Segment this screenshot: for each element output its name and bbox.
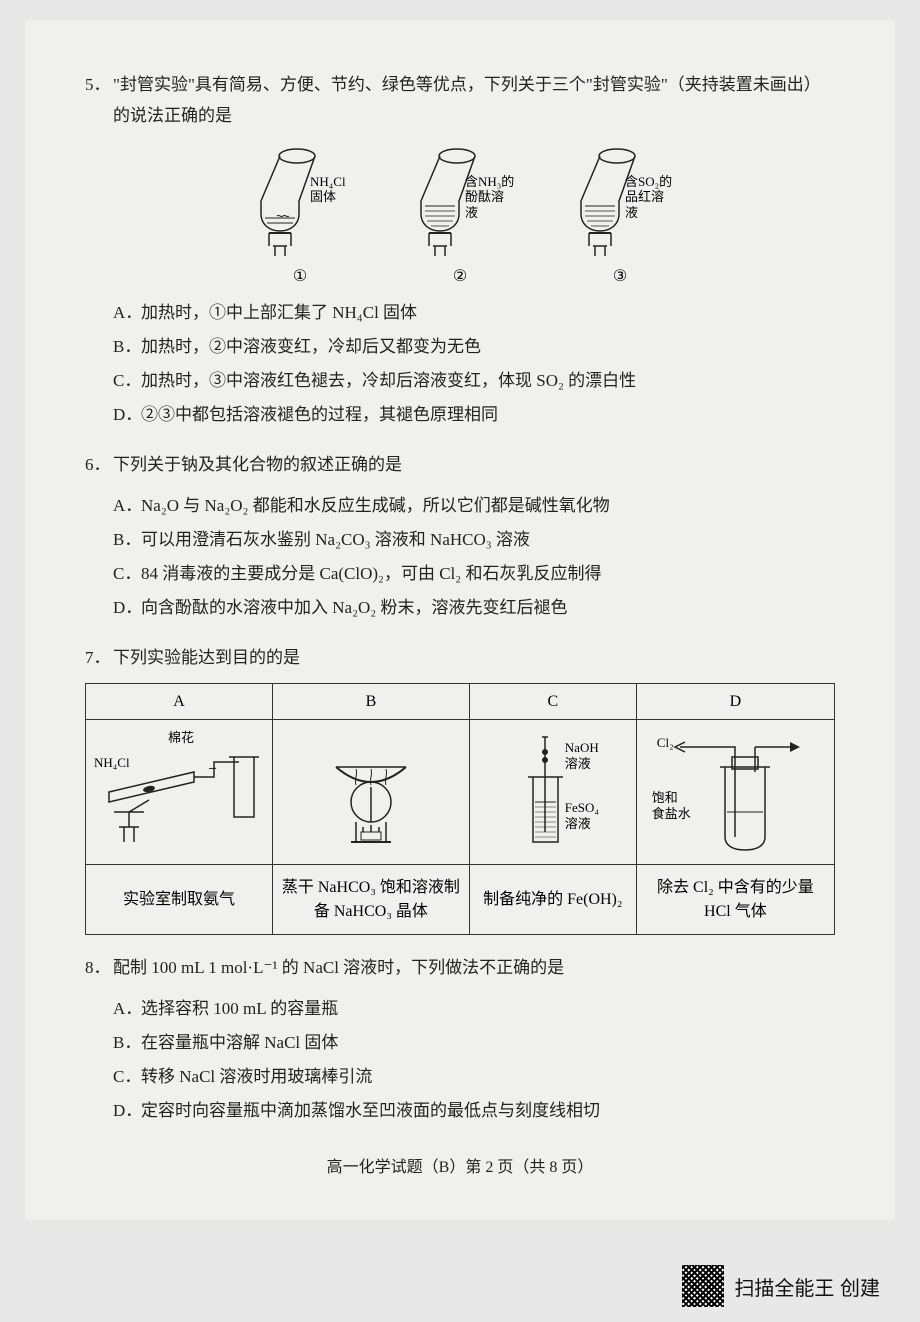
q8-stem-row: 8． 配制 100 mL 1 mol·L⁻¹ 的 NaCl 溶液时，下列做法不正…	[85, 953, 835, 984]
q7-stem-row: 7． 下列实验能达到目的的是	[85, 643, 835, 674]
cell-b-desc: 蒸干 NaHCO₃ 饱和溶液制备 NaHCO₃ 晶体	[273, 865, 470, 935]
q7-table: A B C D	[85, 683, 835, 935]
q6-option-d: D．向含酚酞的水溶液中加入 Na₂O₂ 粉末，溶液先变红后褪色	[113, 591, 835, 625]
q7-c-label2: FeSO₄溶液	[565, 800, 599, 831]
q5-option-d: D．②③中都包括溶液褪色的过程，其褪色原理相同	[113, 398, 835, 432]
q5-d3-circle: ③	[613, 266, 627, 286]
cell-c-desc: 制备纯净的 Fe(OH)₂	[469, 865, 636, 935]
q8-options: A．选择容积 100 mL 的容量瓶 B．在容量瓶中溶解 NaCl 固体 C．转…	[113, 992, 835, 1128]
q5-stem-row: 5． "封管实验"具有简易、方便、节约、绿色等优点，下列关于三个"封管实验"（夹…	[85, 70, 835, 131]
q7-text: 下列实验能达到目的的是	[113, 643, 835, 674]
q5-number: 5．	[85, 70, 113, 131]
qr-icon	[682, 1265, 724, 1307]
q8-number: 8．	[85, 953, 113, 984]
q5-diagram-3: 含SO₂的 品红溶液 ③	[565, 146, 675, 286]
sealed-tube-icon	[245, 146, 355, 261]
q7-a-label1: 棉花	[168, 730, 194, 746]
col-a-header: A	[86, 684, 273, 720]
q5-tube-2-box: 含NH₃的 酚酞溶液	[405, 146, 515, 261]
q5-d1-circle: ①	[293, 266, 307, 286]
q5-options: A．加热时，①中上部汇集了 NH₄Cl 固体 B．加热时，②中溶液变红，冷却后又…	[113, 296, 835, 432]
q7-d-label1: Cl₂	[657, 735, 674, 751]
q5-d2-label2: 酚酞溶液	[465, 189, 515, 220]
q6-option-c: C．84 消毒液的主要成分是 Ca(ClO)₂，可由 Cl₂ 和石灰乳反应制得	[113, 557, 835, 591]
scanner-text: 扫描全能王 创建	[734, 1272, 880, 1301]
question-5: 5． "封管实验"具有简易、方便、节约、绿色等优点，下列关于三个"封管实验"（夹…	[85, 70, 835, 432]
question-8: 8． 配制 100 mL 1 mol·L⁻¹ 的 NaCl 溶液时，下列做法不正…	[85, 953, 835, 1128]
cell-c-img: NaOH溶液 FeSO₄溶液	[469, 720, 636, 865]
q5-option-c: C．加热时，③中溶液红色褪去，冷却后溶液变红，体现 SO₂ 的漂白性	[113, 364, 835, 398]
question-7: 7． 下列实验能达到目的的是 A B C D	[85, 643, 835, 936]
cell-a-desc: 实验室制取氨气	[86, 865, 273, 935]
q8-option-b: B．在容量瓶中溶解 NaCl 固体	[113, 1026, 835, 1060]
q5-tube-3-box: 含SO₂的 品红溶液	[565, 146, 675, 261]
q5-option-b: B．加热时，②中溶液变红，冷却后又都变为无色	[113, 330, 835, 364]
q5-d1-label2: 固体	[310, 189, 336, 205]
q6-option-a: A．Na₂O 与 Na₂O₂ 都能和水反应生成碱，所以它们都是碱性氧化物	[113, 489, 835, 523]
q7-c-label1: NaOH溶液	[565, 740, 599, 771]
q8-option-d: D．定容时向容量瓶中滴加蒸馏水至凹液面的最低点与刻度线相切	[113, 1094, 835, 1128]
q6-options: A．Na₂O 与 Na₂O₂ 都能和水反应生成碱，所以它们都是碱性氧化物 B．可…	[113, 489, 835, 625]
cell-d-desc: 除去 Cl₂ 中含有的少量 HCl 气体	[636, 865, 834, 935]
q5-diagram-2: 含NH₃的 酚酞溶液 ②	[405, 146, 515, 286]
feoh2-prep-icon	[478, 727, 628, 857]
cell-a-img: 棉花 NH₄Cl	[86, 720, 273, 865]
q6-number: 6．	[85, 450, 113, 481]
col-b-header: B	[273, 684, 470, 720]
q5-diagram-row: NH₄Cl 固体 ① 含NH₃的	[85, 146, 835, 286]
q6-stem-row: 6． 下列关于钠及其化合物的叙述正确的是	[85, 450, 835, 481]
page-footer: 高一化学试题（B）第 2 页（共 8 页）	[85, 1153, 835, 1177]
q5-tube-1-box: NH₄Cl 固体	[245, 146, 355, 261]
q5-d3-label2: 品红溶液	[625, 189, 675, 220]
q7-a-label2: NH₄Cl	[94, 755, 130, 771]
q5-d2-label1: 含NH₃的	[465, 174, 514, 190]
col-d-header: D	[636, 684, 834, 720]
q5-option-a: A．加热时，①中上部汇集了 NH₄Cl 固体	[113, 296, 835, 330]
q5-diagram-1: NH₄Cl 固体 ①	[245, 146, 355, 286]
q7-number: 7．	[85, 643, 113, 674]
q5-d1-label1: NH₄Cl	[310, 174, 346, 190]
evaporation-icon	[296, 727, 446, 857]
q6-option-b: B．可以用澄清石灰水鉴别 Na₂CO₃ 溶液和 NaHCO₃ 溶液	[113, 523, 835, 557]
question-6: 6． 下列关于钠及其化合物的叙述正确的是 A．Na₂O 与 Na₂O₂ 都能和水…	[85, 450, 835, 625]
q7-d-label2: 饱和食盐水	[652, 790, 691, 821]
scanner-badge: 扫描全能王 创建	[682, 1265, 880, 1307]
table-desc-row: 实验室制取氨气 蒸干 NaHCO₃ 饱和溶液制备 NaHCO₃ 晶体 制备纯净的…	[86, 865, 835, 935]
q5-d2-circle: ②	[453, 266, 467, 286]
ammonia-prep-icon	[94, 727, 264, 857]
q5-text: "封管实验"具有简易、方便、节约、绿色等优点，下列关于三个"封管实验"（夹持装置…	[113, 70, 835, 131]
q8-option-a: A．选择容积 100 mL 的容量瓶	[113, 992, 835, 1026]
table-header-row: A B C D	[86, 684, 835, 720]
q8-option-c: C．转移 NaCl 溶液时用玻璃棒引流	[113, 1060, 835, 1094]
exam-page: 5． "封管实验"具有简易、方便、节约、绿色等优点，下列关于三个"封管实验"（夹…	[25, 20, 895, 1220]
cell-b-img	[273, 720, 470, 865]
table-image-row: 棉花 NH₄Cl	[86, 720, 835, 865]
cell-d-img: Cl₂ 饱和食盐水	[636, 720, 834, 865]
col-c-header: C	[469, 684, 636, 720]
q6-text: 下列关于钠及其化合物的叙述正确的是	[113, 450, 835, 481]
q8-text: 配制 100 mL 1 mol·L⁻¹ 的 NaCl 溶液时，下列做法不正确的是	[113, 953, 835, 984]
q5-d3-label1: 含SO₂的	[625, 174, 672, 190]
